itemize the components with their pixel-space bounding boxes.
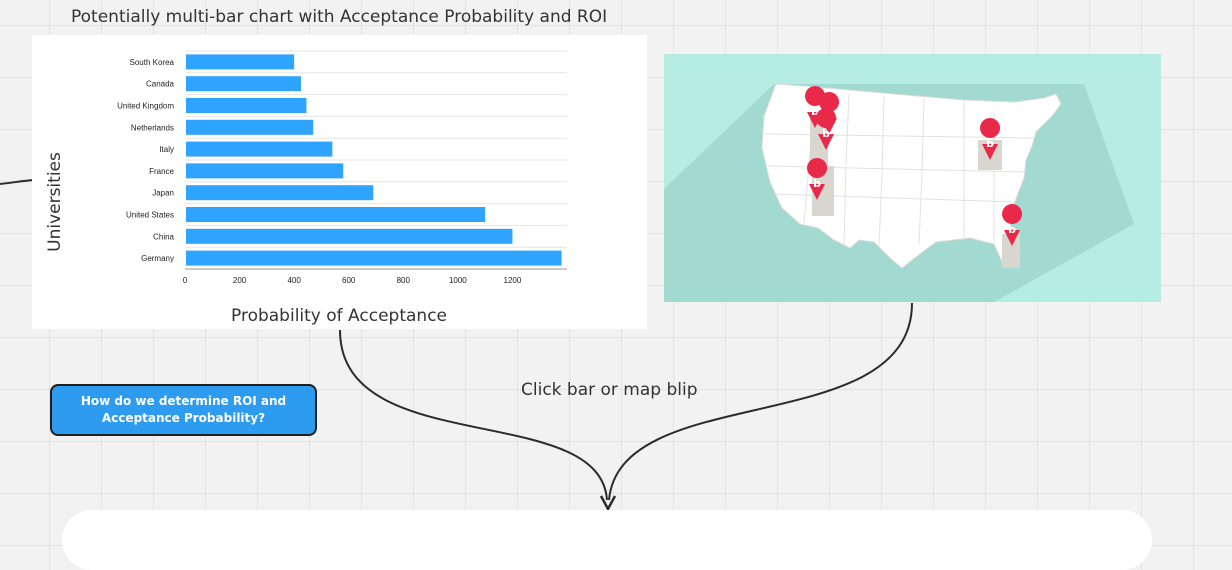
chart-bar[interactable] bbox=[186, 228, 513, 244]
chart-to-card-connector bbox=[339, 329, 608, 501]
us-map-panel[interactable]: b b b b b b bbox=[664, 54, 1161, 302]
svg-text:b: b bbox=[813, 177, 821, 190]
arrowhead-icon bbox=[599, 495, 617, 511]
chart-category-label: Netherlands bbox=[131, 123, 174, 132]
chart-category-label: Italy bbox=[159, 145, 174, 154]
map-pin-icon[interactable]: b bbox=[980, 118, 1001, 160]
chart-bar[interactable] bbox=[186, 141, 333, 157]
chart-tick-label: 800 bbox=[397, 276, 411, 285]
chart-y-axis-label: Universities bbox=[45, 152, 65, 252]
map-pin-icon[interactable]: b bbox=[1002, 204, 1023, 246]
bar-chart-panel[interactable]: South Korea Canada United Kingdom Netherlan… bbox=[32, 35, 647, 329]
chart-tick-label: 1200 bbox=[504, 276, 522, 285]
chart-tick-label: 200 bbox=[233, 276, 247, 285]
connector-lines bbox=[0, 179, 913, 511]
chart-bar[interactable] bbox=[186, 119, 314, 135]
question-sticky[interactable]: How do we determine ROI and Acceptance P… bbox=[50, 384, 317, 436]
chart-category-label: China bbox=[153, 232, 174, 241]
chart-category-label: Germany bbox=[141, 254, 174, 263]
chart-bar[interactable] bbox=[186, 163, 344, 179]
chart-tick-label: 0 bbox=[183, 276, 188, 285]
svg-text:b: b bbox=[822, 127, 830, 140]
click-caption: Click bar or map blip bbox=[521, 380, 698, 400]
us-map: b b b b b b bbox=[664, 83, 1134, 302]
chart-category-label: Canada bbox=[146, 80, 175, 89]
chart-bar[interactable] bbox=[186, 185, 374, 201]
chart-category-label: South Korea bbox=[130, 58, 175, 67]
chart-category-label: Japan bbox=[152, 189, 174, 198]
chart-bar[interactable] bbox=[186, 54, 295, 70]
chart-x-axis-label: Probability of Acceptance bbox=[231, 306, 447, 326]
map-to-card-connector bbox=[608, 302, 913, 501]
chart-tick-label: 1000 bbox=[449, 276, 467, 285]
chart-category-label: United States bbox=[126, 211, 174, 220]
chart-tick-label: 600 bbox=[342, 276, 356, 285]
map-pin-icon[interactable]: b bbox=[807, 158, 828, 200]
chart-bar[interactable] bbox=[186, 76, 301, 92]
chart-bar[interactable] bbox=[186, 98, 307, 113]
chart-bar[interactable] bbox=[186, 250, 562, 266]
chart-tick-label: 400 bbox=[287, 276, 301, 285]
state-highlight-utah bbox=[812, 166, 834, 216]
chart-bar[interactable] bbox=[186, 207, 486, 222]
bottom-card[interactable] bbox=[62, 510, 1152, 570]
bar-chart[interactable]: South Korea Canada United Kingdom Netherlan… bbox=[32, 35, 647, 329]
chart-category-label: United Kingdom bbox=[117, 102, 174, 111]
state-highlight-florida bbox=[1002, 234, 1020, 268]
chart-caption: Potentially multi-bar chart with Accepta… bbox=[71, 7, 608, 27]
left-connector bbox=[0, 179, 34, 185]
chart-category-label: France bbox=[149, 167, 174, 176]
svg-text:b: b bbox=[986, 137, 994, 150]
svg-text:b: b bbox=[811, 105, 819, 118]
svg-text:b: b bbox=[1008, 223, 1016, 236]
map-pin-icon[interactable]: b bbox=[816, 108, 837, 150]
